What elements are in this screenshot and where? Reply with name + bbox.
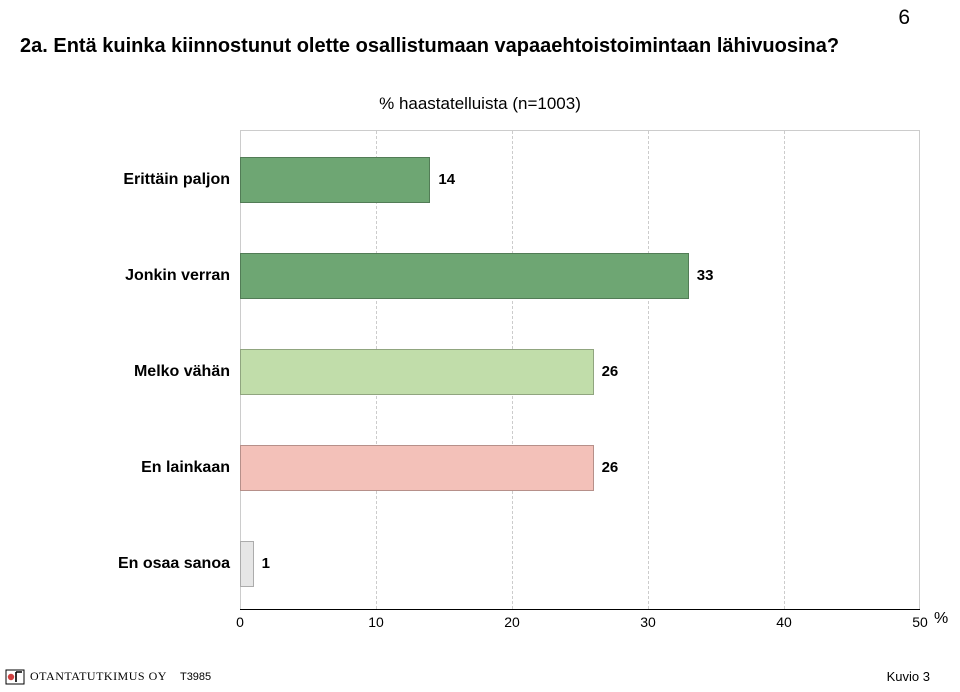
- bar-row: 26: [240, 445, 920, 491]
- percent-symbol: %: [934, 610, 948, 628]
- chart-area: 14 33 26 26 1 Erittäin paljon Jonkin verran Me…: [40, 130, 920, 640]
- bar-row: 26: [240, 349, 920, 395]
- category-label: En osaa sanoa: [40, 541, 230, 587]
- footer-company: OTANTATUTKIMUS OY: [30, 669, 166, 683]
- bar-value-label: 26: [594, 349, 619, 395]
- chart-subtitle: % haastatelluista (n=1003): [0, 94, 960, 114]
- chart-title: 2a. Entä kuinka kiinnostunut olette osal…: [20, 34, 920, 59]
- category-label: Jonkin verran: [40, 253, 230, 299]
- category-label: Melko vähän: [40, 349, 230, 395]
- bar-row: 14: [240, 157, 920, 203]
- x-tick-label: 10: [368, 614, 384, 630]
- x-tick-label: 20: [504, 614, 520, 630]
- page: 6 2a. Entä kuinka kiinnostunut olette os…: [0, 0, 960, 692]
- bar: [240, 157, 430, 203]
- bar-value-label: 33: [689, 253, 714, 299]
- bar-row: 1: [240, 541, 920, 587]
- x-axis-ticks: 01020304050: [240, 614, 920, 636]
- footer-code: T3985: [180, 671, 211, 683]
- bar-value-label: 1: [254, 541, 270, 587]
- category-label: En lainkaan: [40, 445, 230, 491]
- bar: [240, 541, 254, 587]
- x-tick-label: 50: [912, 614, 928, 630]
- x-tick-label: 30: [640, 614, 656, 630]
- bar: [240, 253, 689, 299]
- page-number: 6: [898, 6, 910, 30]
- footer-left: OTANTATUTKIMUS OY T3985: [30, 669, 211, 684]
- bar: [240, 445, 594, 491]
- footer-kuvio: Kuvio 3: [887, 669, 930, 684]
- company-logo-icon: [4, 668, 26, 686]
- x-tick-label: 0: [236, 614, 244, 630]
- bar-row: 33: [240, 253, 920, 299]
- category-label: Erittäin paljon: [40, 157, 230, 203]
- bars-layer: 14 33 26 26 1: [240, 130, 920, 610]
- bar-value-label: 14: [430, 157, 455, 203]
- bar-value-label: 26: [594, 445, 619, 491]
- x-tick-label: 40: [776, 614, 792, 630]
- bar: [240, 349, 594, 395]
